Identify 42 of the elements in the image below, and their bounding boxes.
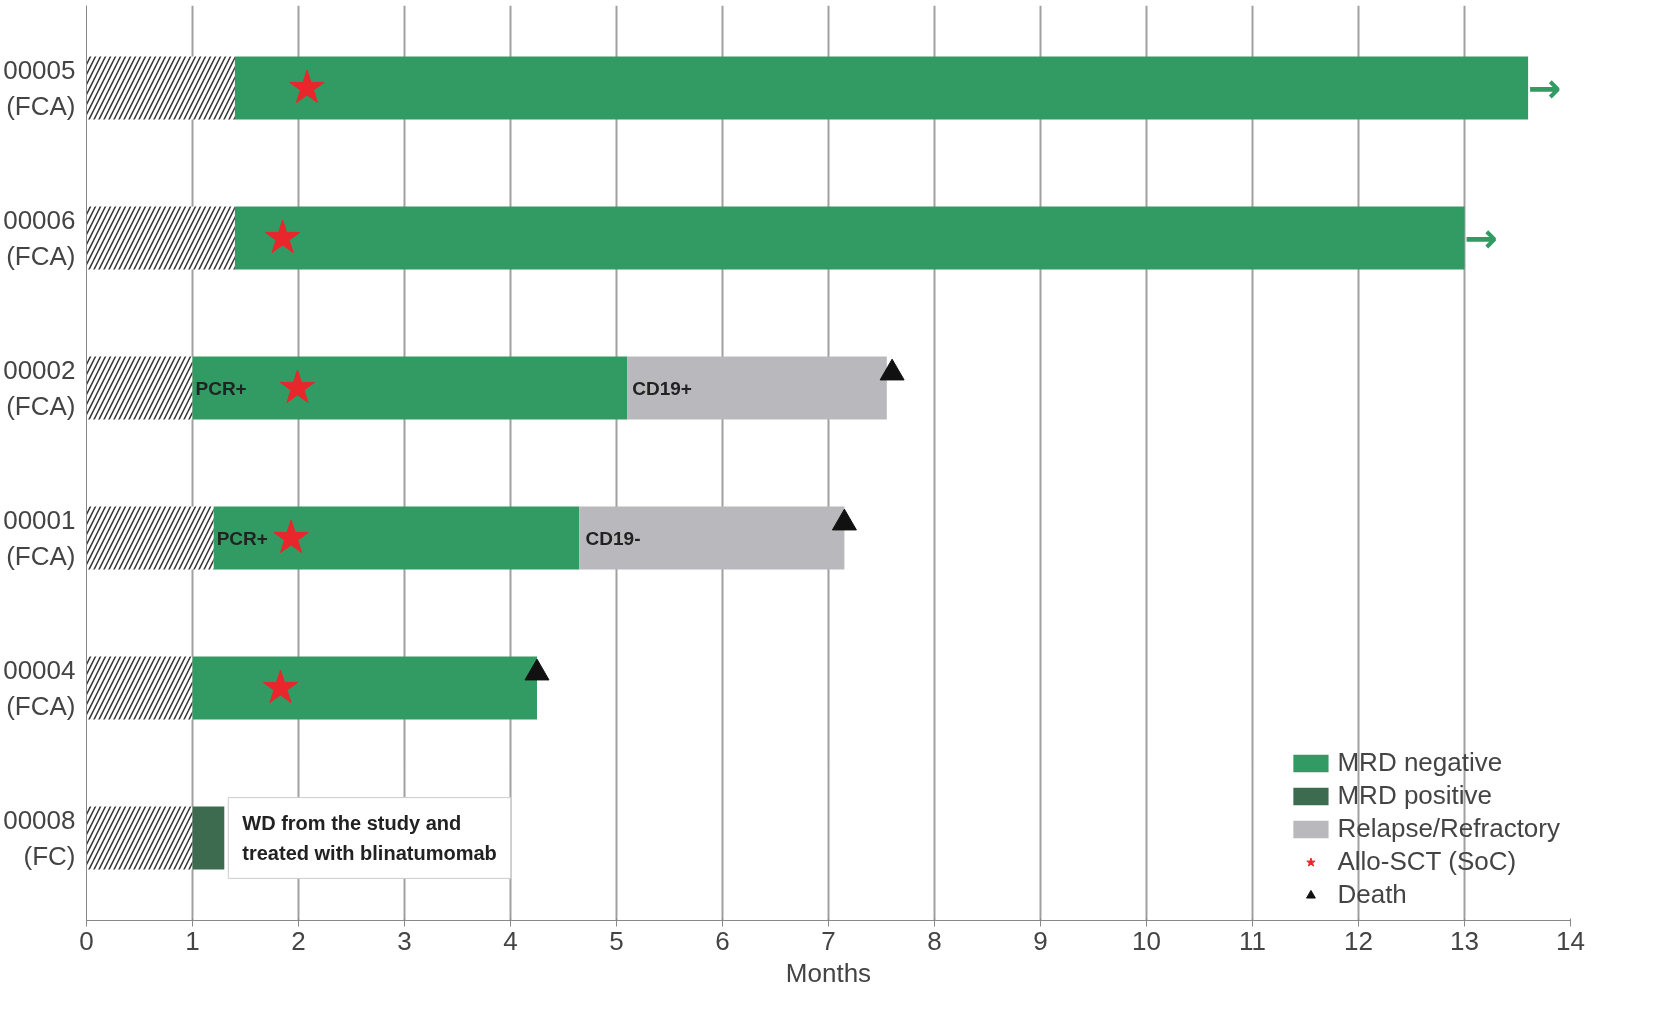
legend-label: MRD positive [1337,780,1493,811]
x-tick-label: 13 [1450,925,1479,956]
annotation: CD19- [585,527,641,549]
legend-label: Relapse/Refractory [1337,813,1560,844]
x-tick-label: 9 [1033,925,1048,956]
x-tick-label: 0 [79,925,94,956]
annotation: PCR+ [216,527,268,549]
y-tick-label: 00004 (FCA) [3,655,76,721]
annotation: → [1528,65,1562,111]
y-tick-label: 00006 (FCA) [3,205,76,271]
y-tick-label: 00002 (FCA) [3,355,76,421]
bar [192,806,225,870]
y-tick-label: 00005 (FCA) [3,55,76,121]
bar [234,206,1465,270]
bar [192,356,628,420]
x-tick-label: 8 [927,925,942,956]
bar [213,506,580,570]
legend-label: Allo-SCT (SoC) [1337,846,1517,877]
legend-label: MRD negative [1337,747,1503,778]
x-tick-label: 12 [1344,925,1373,956]
annotation: → [1464,215,1499,261]
annotation: CD19+ [632,377,692,399]
x-axis-title: Months [785,957,872,988]
x-tick-label: 1 [185,925,200,956]
x-tick-label: 3 [397,925,412,956]
x-tick-label: 7 [821,925,836,956]
annotation: WD from the study and treated with blinatumomab [242,811,497,865]
y-tick-label: 00008 (FC) [3,805,76,871]
bar [192,656,537,720]
x-tick-label: 11 [1239,925,1266,956]
bar [579,506,845,570]
x-tick-label: 10 [1132,925,1161,956]
x-tick-label: 14 [1556,925,1585,956]
y-tick-label: 00001 (FCA) [3,505,76,571]
bar [234,56,1529,120]
x-tick-label: 2 [291,925,306,956]
annotation: PCR+ [195,377,247,399]
x-tick-label: 6 [715,925,730,956]
bar [627,356,887,420]
x-tick-label: 4 [503,925,518,956]
legend-label: Death [1337,879,1407,910]
x-tick-label: 5 [609,925,624,956]
